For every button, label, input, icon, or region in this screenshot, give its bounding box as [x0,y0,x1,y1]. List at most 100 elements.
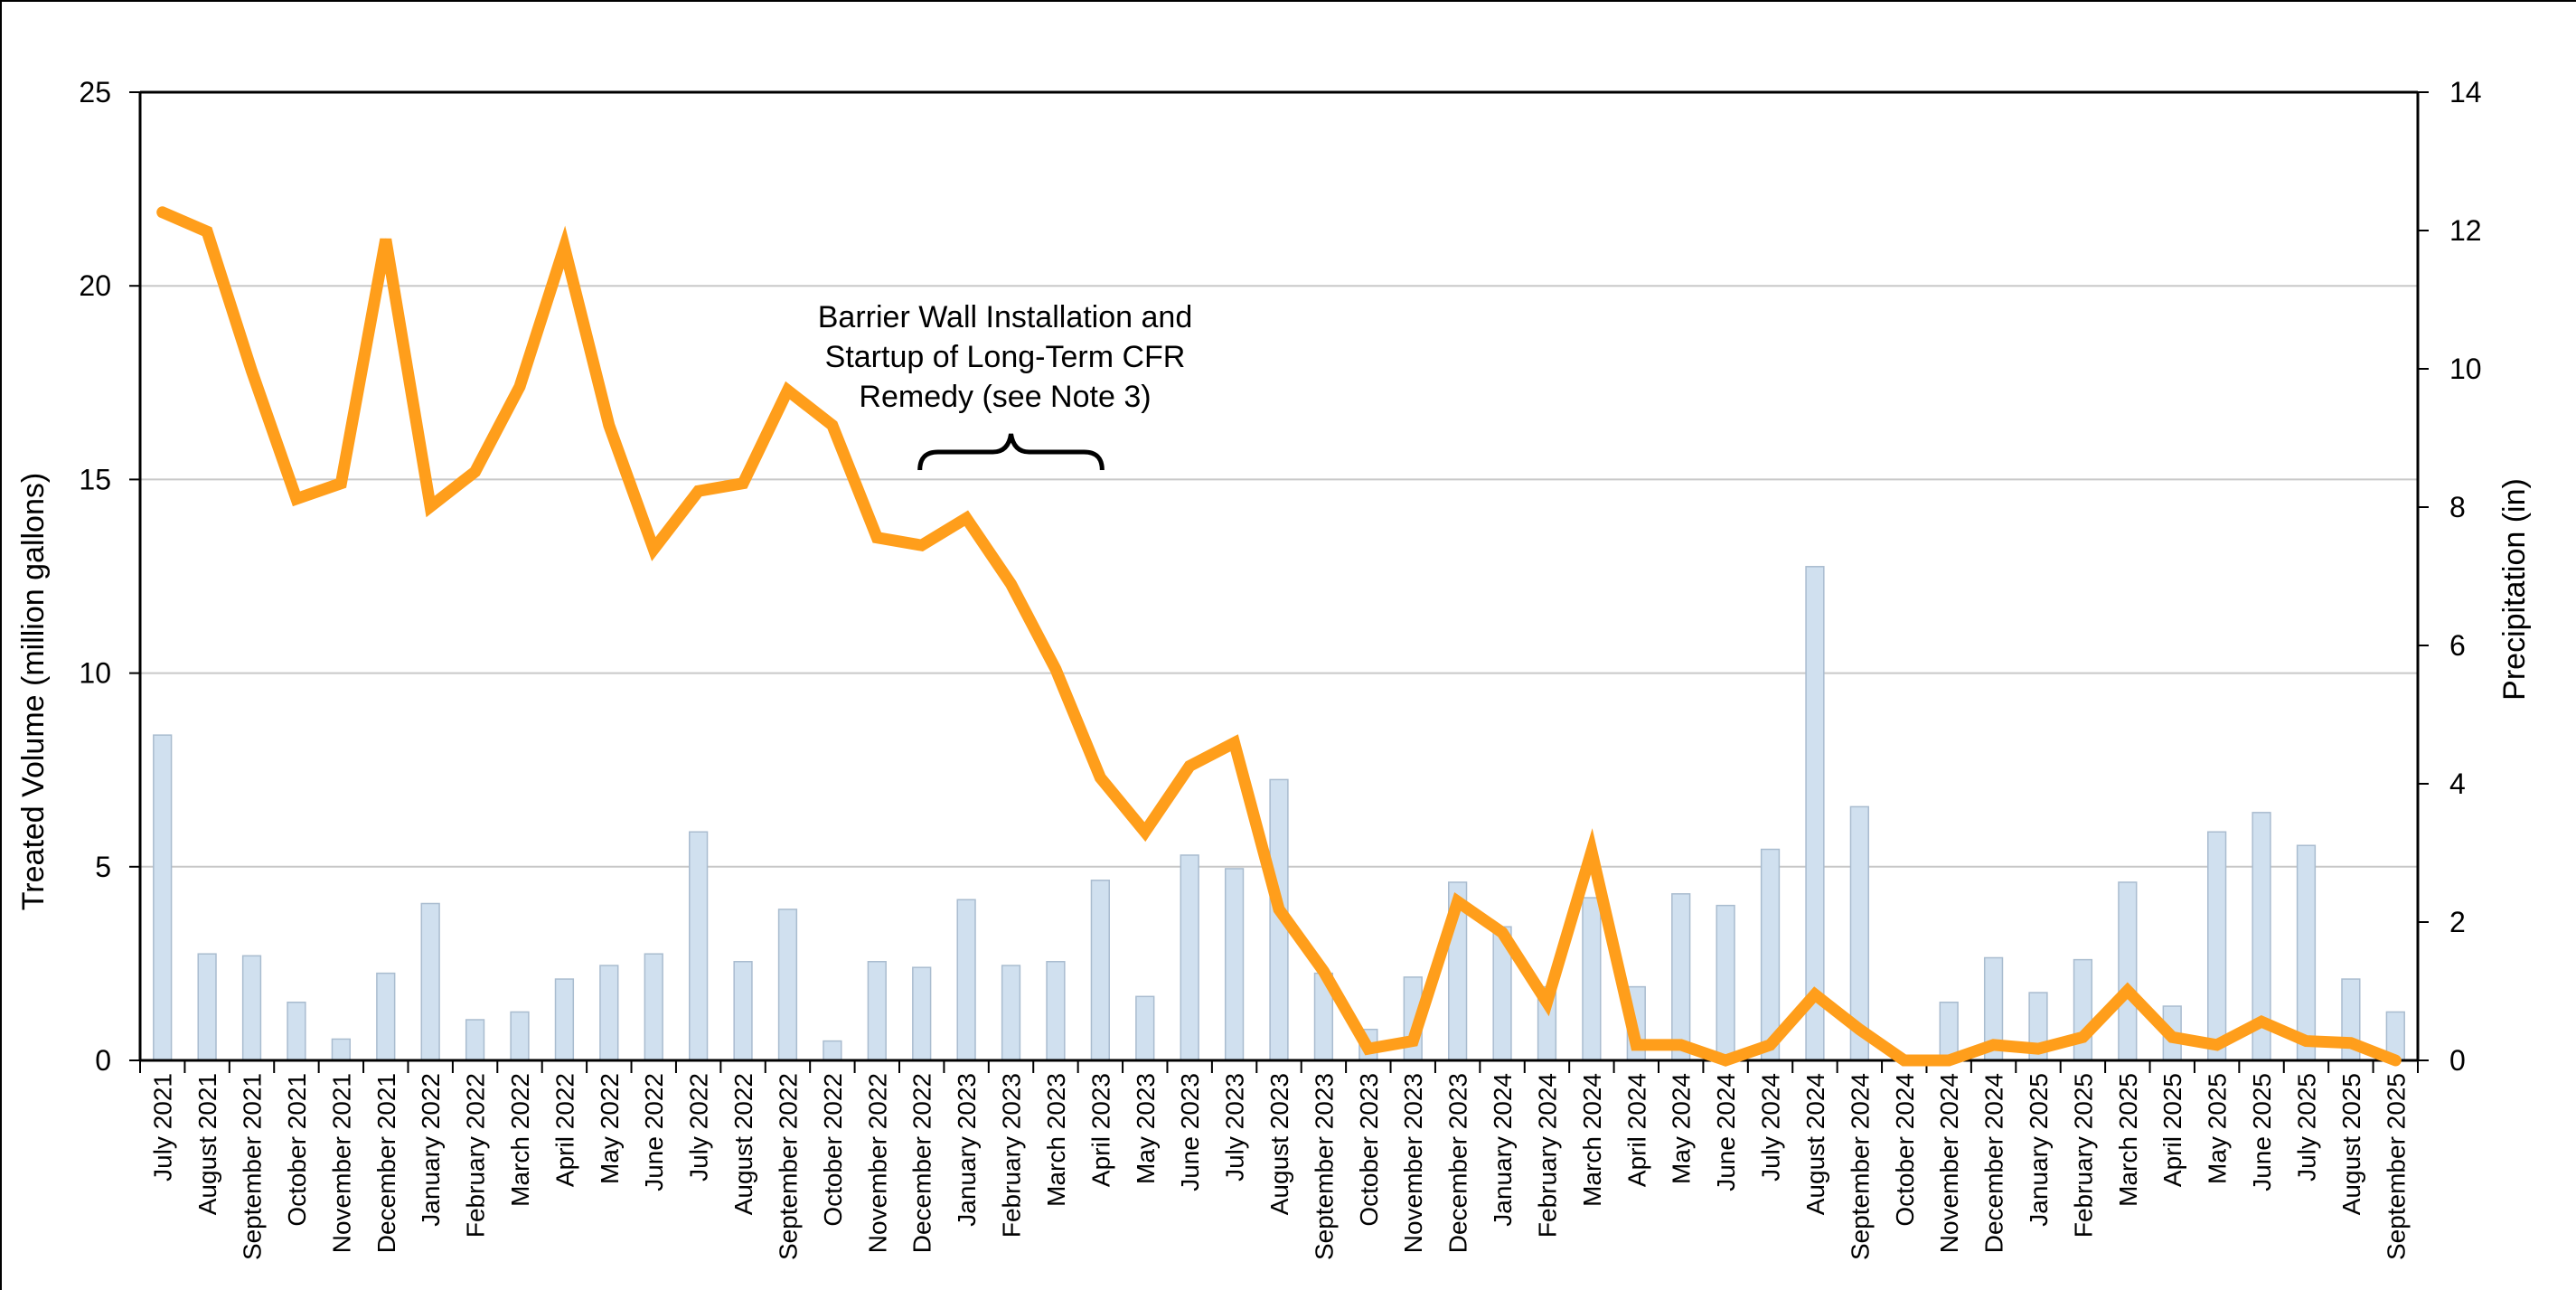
line-point [2215,1043,2218,1046]
line-point [340,482,343,485]
line-point [295,497,297,500]
line-point [1099,777,1102,779]
x-tick-label: January 2025 [2025,1073,2053,1227]
y-tick-label: 20 [79,269,111,302]
line-point [1903,1059,1905,1061]
line-point [742,482,745,485]
line-point [607,424,610,427]
line-point [1456,900,1459,903]
line-point [1189,765,1191,767]
line-point [250,370,253,372]
bar [733,961,753,1061]
line-point [1233,741,1236,744]
bar [1582,897,1602,1061]
x-tick-label: September 2025 [2382,1073,2410,1260]
bar [554,978,575,1061]
x-tick-label: April 2022 [550,1073,578,1187]
y2-tick-label: 12 [2449,214,2482,247]
y-tick-label: 5 [95,851,111,883]
x-tick-label: June 2022 [640,1073,668,1191]
bar [376,972,396,1061]
bar [1135,995,1155,1061]
line-point [519,385,521,388]
x-tick-label: February 2024 [1533,1073,1561,1238]
line-point [2171,1036,2174,1039]
x-tick-label: July 2025 [2292,1073,2320,1182]
bar [912,966,932,1061]
line-point [2037,1048,2039,1050]
line-point [474,470,476,473]
x-axis-tick-labels: July 2021 August 2021 September 2021 Octobe… [149,1073,2411,1260]
line-point [831,424,833,427]
line-point [2305,1040,2308,1042]
bar [1760,848,1781,1061]
bar [956,899,976,1061]
line-point [2082,1036,2084,1039]
x-tick-label: January 2022 [417,1073,445,1227]
y2-tick-label: 10 [2449,353,2482,385]
x-tick-label: July 2022 [685,1073,713,1182]
line-point [1412,1040,1415,1042]
x-tick-label: July 2023 [1221,1073,1249,1182]
line-point [1501,931,1504,934]
x-tick-label: August 2021 [193,1073,221,1215]
x-tick-label: November 2024 [1935,1073,1963,1253]
line-point [2126,989,2129,992]
bar [823,1040,842,1061]
x-tick-label: December 2024 [1980,1073,2008,1253]
bar [197,953,217,1061]
line-point [697,490,700,493]
line-point [1278,908,1280,910]
line-point [161,211,164,213]
line-point [965,517,968,520]
annotation: Barrier Wall Installation and Startup of … [818,300,1192,471]
y-tick-label: 0 [95,1044,111,1077]
x-tick-label: November 2023 [1399,1073,1427,1253]
line-point [1590,850,1593,852]
line-point [1813,993,1816,996]
axes [129,90,2429,1073]
x-tick-label: September 2021 [239,1073,267,1260]
x-tick-label: October 2021 [283,1073,311,1227]
x-tick-label: May 2024 [1668,1073,1696,1184]
bar [867,961,887,1061]
line-point [2394,1059,2397,1061]
x-tick-label: June 2024 [1712,1073,1740,1191]
y2-tick-label: 0 [2449,1044,2466,1077]
x-tick-label: August 2023 [1265,1073,1293,1215]
y-tick-label: 10 [79,657,111,690]
bar [1939,1001,1959,1061]
bar [153,734,173,1061]
x-tick-label: October 2024 [1891,1073,1919,1227]
x-tick-label: September 2024 [1846,1073,1874,1260]
x-tick-label: January 2024 [1489,1073,1517,1227]
x-tick-label: May 2023 [1132,1073,1160,1184]
annotation-text: Startup of Long-Term CFR [825,340,1186,374]
x-tick-label: April 2024 [1622,1073,1650,1187]
bar [1046,961,1066,1061]
bar [510,1011,530,1061]
line-point [1367,1048,1369,1050]
bar [644,953,663,1061]
y2-tick-label: 4 [2449,767,2466,800]
x-tick-label: October 2022 [819,1073,847,1227]
line-point [1322,970,1325,973]
bar [1671,893,1691,1061]
line-point [563,246,566,249]
x-tick-label: February 2022 [462,1073,490,1238]
y-tick-label: 25 [79,76,111,108]
bar [689,831,709,1061]
bar [241,955,262,1061]
bar [777,909,798,1061]
x-tick-label: May 2025 [2204,1073,2232,1184]
x-tick-label: March 2022 [506,1073,534,1207]
x-tick-label: September 2022 [774,1073,802,1260]
y2-axis-title: Precipitation (in) [2497,478,2532,701]
y2-tick-label: 8 [2449,491,2466,523]
line-point [1546,1001,1548,1003]
line-point [206,231,209,233]
x-tick-label: August 2024 [1801,1073,1829,1215]
x-tick-label: March 2025 [2114,1073,2142,1207]
line-point [653,548,655,551]
